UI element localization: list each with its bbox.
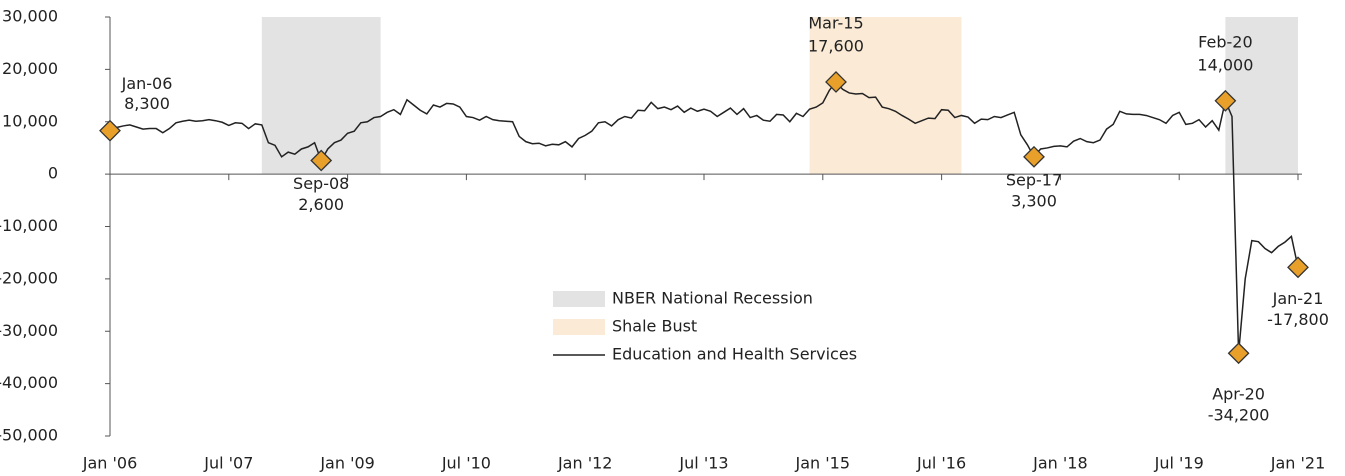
annotation-value: -17,800	[1267, 310, 1329, 329]
x-tick-label: Jul '13	[678, 454, 728, 473]
annotation-marker	[1227, 342, 1250, 365]
x-tick-label: Jul '07	[203, 454, 253, 473]
legend-label: Education and Health Services	[612, 345, 857, 364]
annotation-marker	[825, 71, 847, 93]
legend-label: Shale Bust	[612, 317, 697, 336]
x-tick-label: Jul '19	[1154, 454, 1204, 473]
y-tick-label: 20,000	[2, 59, 58, 78]
annotation-value: 8,300	[124, 94, 170, 113]
x-tick-label: Jan '15	[795, 454, 851, 473]
x-tick-label: Jan '12	[557, 454, 613, 473]
annotation-marker	[1287, 256, 1309, 279]
y-tick-label: 10,000	[2, 111, 58, 130]
series-line	[109, 80, 1299, 354]
y-tick-label: -50,000	[0, 426, 58, 445]
annotation-marker	[310, 149, 333, 172]
annotation-label: Feb-20	[1198, 32, 1252, 51]
legend-label: NBER National Recession	[612, 289, 813, 308]
shaded-period	[1225, 17, 1298, 175]
x-tick-label: Jan '09	[319, 454, 375, 473]
annotation-value: 2,600	[298, 195, 344, 214]
legend-swatch	[553, 319, 605, 335]
annotation-label: Sep-17	[1006, 170, 1062, 189]
annotation-label: Mar-15	[808, 13, 863, 32]
annotation-value: -34,200	[1208, 406, 1270, 425]
shaded-period	[261, 17, 381, 175]
y-tick-label: -30,000	[0, 321, 58, 340]
shaded-period	[809, 17, 962, 175]
y-tick-label: 0	[48, 164, 58, 183]
legend-swatch	[553, 291, 605, 307]
y-tick-label: -20,000	[0, 268, 58, 287]
x-tick-label: Jul '10	[441, 454, 491, 473]
annotation-value: 3,300	[1011, 191, 1057, 210]
annotation-marker	[1214, 89, 1237, 112]
x-tick-label: Jan '18	[1032, 454, 1088, 473]
annotation-marker	[1023, 145, 1045, 168]
annotation-label: Jan-21	[1272, 289, 1324, 308]
x-tick-label: Jan '06	[82, 454, 138, 473]
y-tick-label: -10,000	[0, 216, 58, 235]
y-tick-label: 30,000	[2, 7, 58, 26]
annotation-marker	[99, 119, 121, 142]
annotation-label: Jan-06	[121, 74, 173, 93]
annotation-value: 17,600	[808, 36, 864, 55]
y-tick-label: -40,000	[0, 373, 58, 392]
annotation-label: Apr-20	[1212, 385, 1265, 404]
x-tick-label: Jan '21	[1270, 454, 1326, 473]
annotation-value: 14,000	[1197, 55, 1253, 74]
x-tick-label: Jul '16	[916, 454, 966, 473]
annotation-label: Sep-08	[293, 174, 349, 193]
